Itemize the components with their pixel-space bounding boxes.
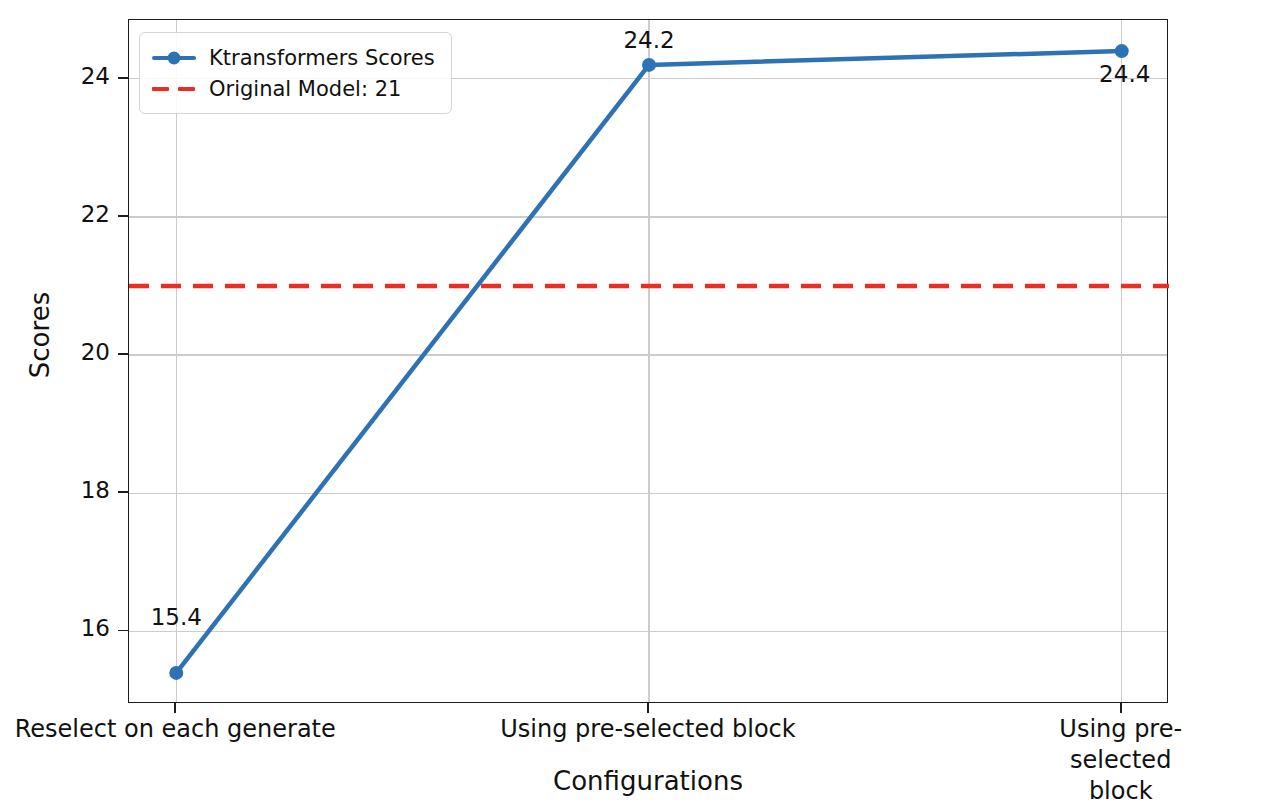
- legend: Ktransformers Scores Original Model: 21: [139, 32, 452, 114]
- plot-area: 15.4 24.2 24.4 Ktransformers Scores Origin…: [128, 19, 1168, 703]
- x-tick-label: Reselect on each generate: [15, 714, 336, 745]
- data-point-label: 15.4: [151, 604, 202, 630]
- x-tick-label: Using pre-selected block First two layer…: [1041, 714, 1200, 803]
- x-tick-mark: [174, 703, 176, 713]
- series-line: [176, 51, 1121, 673]
- data-point-marker: [642, 58, 656, 72]
- dash-segment: [152, 87, 169, 91]
- y-tick-label: 24: [0, 63, 110, 89]
- legend-reference-label: Original Model: 21: [209, 77, 401, 101]
- circle-marker-icon: [168, 51, 181, 64]
- y-tick-mark: [118, 491, 128, 493]
- dashed-line-icon: [152, 87, 196, 91]
- line-marker-icon: [152, 56, 196, 60]
- y-tick-label: 16: [0, 615, 110, 641]
- y-tick-label: 20: [0, 339, 110, 365]
- data-point-marker: [169, 666, 183, 680]
- y-tick-mark: [118, 215, 128, 217]
- y-tick-label: 22: [0, 201, 110, 227]
- chart-canvas: [129, 20, 1169, 704]
- x-tick-mark: [1120, 703, 1122, 713]
- legend-item-reference: Original Model: 21: [152, 73, 435, 104]
- legend-item-series: Ktransformers Scores: [152, 42, 435, 73]
- data-point-label: 24.4: [1099, 61, 1150, 87]
- data-point-marker: [1115, 44, 1129, 58]
- x-axis-title: Configurations: [553, 766, 743, 796]
- dash-segment: [178, 87, 195, 91]
- x-tick-mark: [647, 703, 649, 713]
- legend-series-label: Ktransformers Scores: [209, 46, 435, 70]
- y-tick-mark: [118, 77, 128, 79]
- data-point-label: 24.2: [623, 27, 674, 53]
- y-tick-mark: [118, 353, 128, 355]
- y-axis-title: Scores: [25, 292, 55, 378]
- y-tick-label: 18: [0, 477, 110, 503]
- y-tick-mark: [118, 630, 128, 632]
- figure: 15.4 24.2 24.4 Ktransformers Scores Origin…: [0, 0, 1280, 803]
- x-tick-label: Using pre-selected block: [500, 714, 795, 745]
